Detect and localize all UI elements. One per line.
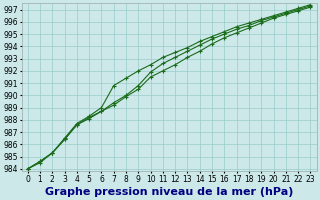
X-axis label: Graphe pression niveau de la mer (hPa): Graphe pression niveau de la mer (hPa): [45, 187, 293, 197]
